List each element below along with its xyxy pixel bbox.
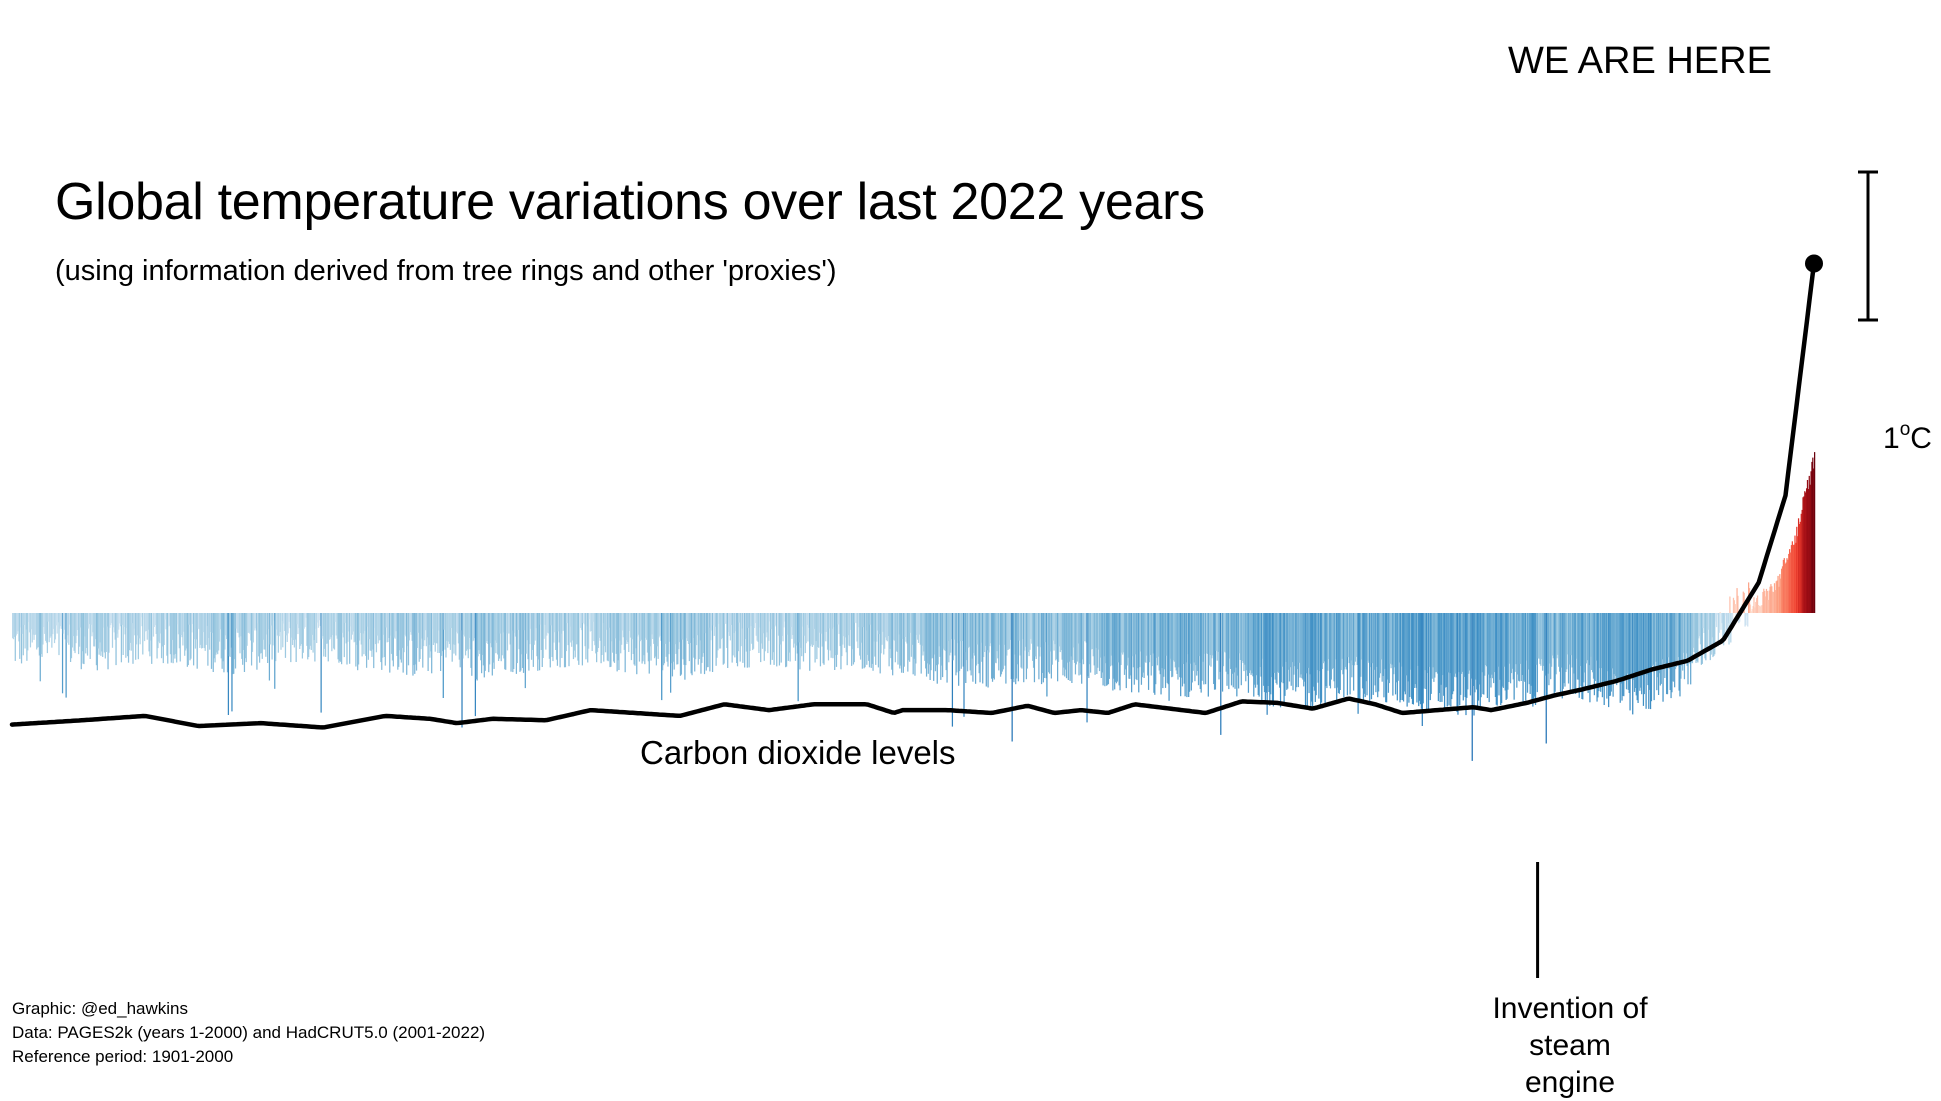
credit-graphic: Graphic: @ed_hawkins — [12, 997, 485, 1021]
temperature-bar — [578, 613, 579, 665]
temperature-bar — [1814, 452, 1815, 613]
we-are-here-marker — [1805, 255, 1823, 273]
temperature-bar — [1747, 613, 1748, 627]
temperature-bar — [1719, 612, 1720, 613]
temperature-bar — [151, 613, 152, 664]
temperature-chart — [0, 0, 1941, 1063]
scale-unit: C — [1910, 422, 1932, 455]
scale-bar — [1858, 172, 1878, 320]
degree-symbol: o — [1900, 419, 1911, 440]
steam-engine-label-line1: Invention of — [1480, 990, 1660, 1027]
temperature-bar — [1719, 613, 1720, 633]
scale-number: 1 — [1883, 422, 1900, 455]
temperature-bar — [1735, 604, 1736, 613]
temperature-bars — [12, 452, 1815, 761]
chart-title: Global temperature variations over last … — [55, 172, 1205, 232]
credits-block: Graphic: @ed_hawkins Data: PAGES2k (year… — [12, 997, 485, 1069]
temperature-bar — [1737, 596, 1738, 613]
credit-reference: Reference period: 1901-2000 — [12, 1045, 485, 1069]
co2-label: Carbon dioxide levels — [640, 734, 956, 772]
steam-engine-label: Invention of steam engine — [1480, 990, 1660, 1101]
temperature-bar — [1716, 613, 1717, 627]
we-are-here-label: WE ARE HERE — [1508, 40, 1772, 83]
credit-data: Data: PAGES2k (years 1-2000) and HadCRUT… — [12, 1021, 485, 1045]
temperature-bar — [140, 613, 141, 644]
chart-subtitle: (using information derived from tree rin… — [55, 255, 837, 288]
steam-engine-label-line2: steam engine — [1480, 1027, 1660, 1101]
scale-bar-label: 1oC — [1883, 422, 1932, 456]
temperature-bar — [1729, 597, 1730, 614]
